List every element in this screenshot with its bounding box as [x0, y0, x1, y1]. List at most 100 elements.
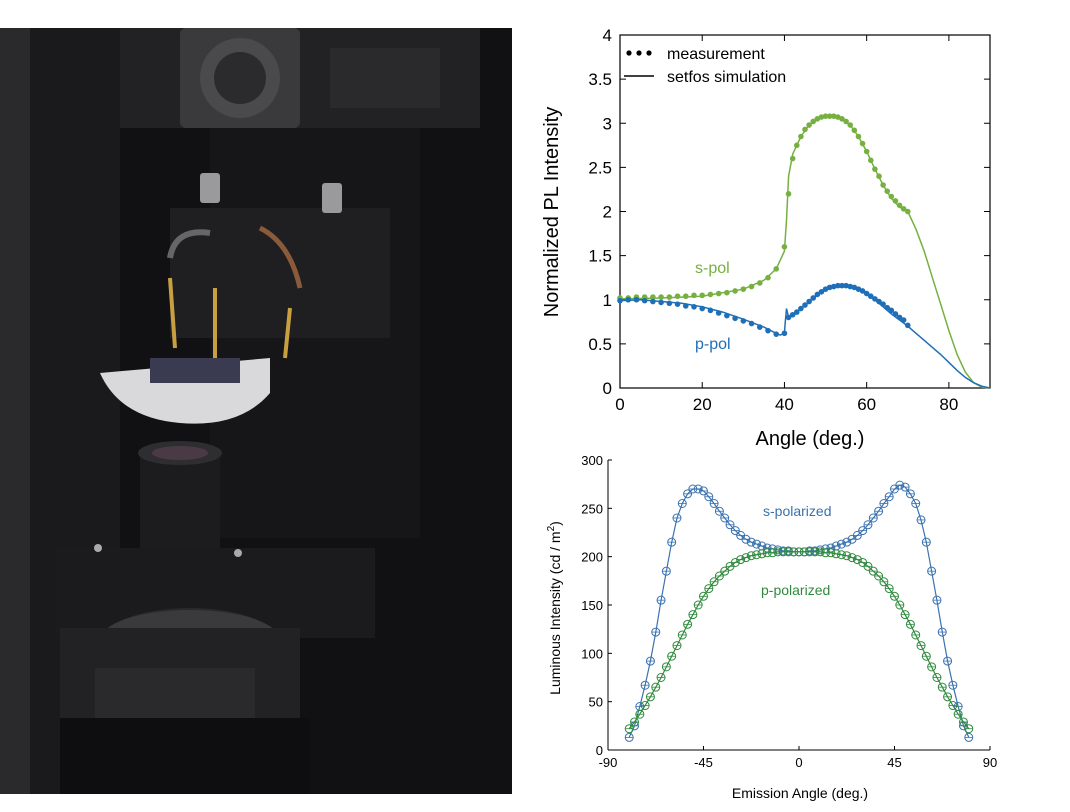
s-pol-measurement-point: [806, 122, 812, 128]
s-pol-measurement-point: [732, 288, 738, 294]
s-pol-measurement-point: [658, 294, 664, 300]
s-pol-measurement-point: [863, 148, 870, 155]
p-pol-measurement-point: [732, 315, 738, 322]
s-pol-measurement-point: [682, 293, 689, 300]
s-polarized-label: s-polarized: [763, 503, 831, 519]
p-pol-measurement-point: [756, 324, 763, 330]
s-pol-measurement-point: [851, 127, 858, 134]
legend-measurement-marker: [626, 50, 652, 56]
p-pol-measurement-point: [892, 311, 899, 317]
luminous-y-label-sup: 2: [546, 525, 557, 531]
p-pol-measurement-point: [835, 282, 841, 289]
s-pol-measurement-point: [904, 208, 911, 215]
p-pol-measurement-point: [793, 309, 800, 315]
p-polarized-line: [628, 551, 970, 730]
pl-x-tick-label: 60: [857, 395, 876, 414]
pl-y-tick-label: 2: [603, 203, 612, 222]
s-pol-measurement-point: [888, 193, 895, 200]
luminous-y-label-main: Luminous Intensity (cd / m: [547, 531, 563, 694]
p-pol-measurement-point: [904, 322, 911, 329]
p-pol-measurement-point: [707, 307, 714, 314]
p-pol-measurement-point: [633, 296, 640, 303]
s-pol-measurement-point: [748, 283, 755, 290]
s-pol-measurement-point: [674, 293, 681, 300]
p-pol-measurement-point: [658, 299, 664, 306]
pl-plot-area: 0 20 40 60 80 0 0.5 1 1.5 2 2.5 3 3.5 4: [588, 26, 991, 414]
s-pol-measurement-point: [896, 202, 903, 209]
p-pol-measurement-point: [691, 304, 697, 310]
luminous-x-tick-label: -90: [599, 755, 618, 770]
luminous-y-tick-label: 200: [581, 550, 603, 565]
luminous-x-tick-label: -45: [694, 755, 713, 770]
s-pol-measurement-point: [785, 191, 792, 197]
p-pol-measurement-point: [748, 320, 755, 327]
p-pol-measurement-point: [810, 295, 817, 301]
luminous-y-axis-label: Luminous Intensity (cd / m2): [546, 521, 563, 695]
luminous-x-tick-label: 90: [983, 755, 997, 770]
s-pol-measurement-point: [798, 133, 804, 140]
s-pol-measurement-point: [880, 182, 886, 188]
luminous-y-tick-label: 50: [589, 695, 603, 710]
s-pol-measurement-point: [859, 140, 866, 147]
luminous-y-tick-label: 0: [596, 743, 603, 758]
s-pol-measurement-point: [773, 266, 780, 272]
p-pol-measurement-point: [880, 301, 886, 307]
p-pol-measurement-point: [900, 317, 907, 323]
p-pol-measurement-point: [785, 314, 792, 321]
p-pol-measurement-point: [806, 298, 812, 305]
p-pol-measurement-point: [789, 311, 796, 318]
s-pol-label: s-pol: [695, 260, 730, 277]
p-pol-measurement-point: [666, 300, 673, 307]
p-pol-measurement-point: [740, 318, 747, 324]
s-pol-measurement-point: [900, 206, 907, 212]
pl-x-tick-label: 80: [939, 395, 958, 414]
p-pol-measurement-point: [724, 312, 730, 319]
pl-x-axis-label: Angle (deg.): [756, 428, 865, 450]
s-pol-measurement-point: [872, 166, 878, 172]
s-pol-measurement-point: [867, 157, 874, 164]
p-pol-measurement-point: [674, 301, 681, 307]
luminous-x-tick-label: 0: [795, 755, 802, 770]
p-pol-measurement-point: [798, 305, 804, 312]
p-pol-measurement-point: [872, 296, 878, 302]
p-polarized-label: p-polarized: [761, 582, 830, 598]
p-pol-measurement-point: [867, 293, 874, 300]
s-pol-measurement-point: [781, 244, 788, 250]
s-pol-measurement-point: [666, 294, 673, 300]
p-pol-measurement-point: [650, 298, 656, 305]
p-pol-measurement-point: [682, 303, 689, 309]
pl-y-tick-label: 3.5: [588, 70, 612, 89]
pl-x-tick-label: 20: [693, 395, 712, 414]
p-pol-measurement-point: [773, 331, 780, 337]
s-pol-measurement-point: [793, 142, 800, 149]
p-pol-measurement-point: [781, 330, 788, 337]
s-pol-measurement-point: [740, 286, 747, 292]
luminous-x-axis-label: Emission Angle (deg.): [732, 785, 868, 801]
p-pol-measurement-point: [896, 314, 903, 321]
s-pol-measurement-point: [884, 188, 891, 195]
goniometer-photo: [0, 28, 512, 794]
pl-axes-frame: [619, 34, 991, 389]
pl-y-tick-label: 4: [603, 26, 612, 45]
legend-measurement-label: measurement: [667, 46, 765, 63]
s-pol-measurement-point: [843, 118, 849, 125]
s-pol-measurement-point: [802, 126, 808, 133]
s-pol-measurement-point: [756, 280, 763, 286]
s-pol-measurement-point: [810, 118, 817, 125]
p-pol-measurement-point: [859, 288, 866, 294]
luminous-intensity-chart: -90 -45 0 45 90 0 50 100 150 200 250 300 Emission A…: [546, 453, 997, 801]
p-pol-measurement-point: [884, 304, 891, 311]
s-pol-measurement-point: [765, 274, 771, 281]
p-pol-simulation-line: [619, 284, 991, 389]
s-pol-measurement-point: [826, 113, 833, 119]
pl-y-tick-label: 1.5: [588, 247, 612, 266]
s-pol-measurement-point: [892, 198, 899, 204]
s-pol-measurement-point: [699, 292, 706, 299]
s-pol-measurement-point: [715, 290, 722, 297]
legend-simulation-label: setfos simulation: [667, 69, 786, 86]
luminous-plot-area: -90 -45 0 45 90 0 50 100 150 200 250 300: [581, 453, 997, 770]
pl-y-tick-label: 0: [603, 379, 612, 398]
p-pol-measurement-point: [641, 297, 648, 304]
s-pol-measurement-point: [822, 113, 829, 119]
s-pol-measurement-point: [789, 155, 796, 162]
